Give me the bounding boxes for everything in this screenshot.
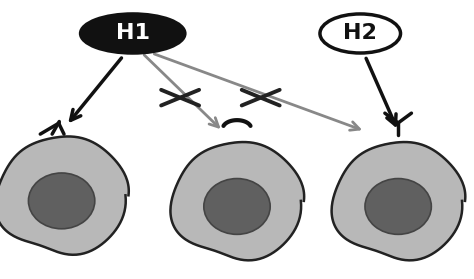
Ellipse shape xyxy=(365,179,431,234)
Ellipse shape xyxy=(81,14,185,53)
Text: H1: H1 xyxy=(116,23,150,44)
Ellipse shape xyxy=(28,173,95,229)
Ellipse shape xyxy=(320,14,401,53)
Text: H2: H2 xyxy=(343,23,377,44)
Polygon shape xyxy=(171,142,304,260)
Polygon shape xyxy=(0,136,129,255)
Ellipse shape xyxy=(204,179,270,234)
Polygon shape xyxy=(332,142,465,260)
